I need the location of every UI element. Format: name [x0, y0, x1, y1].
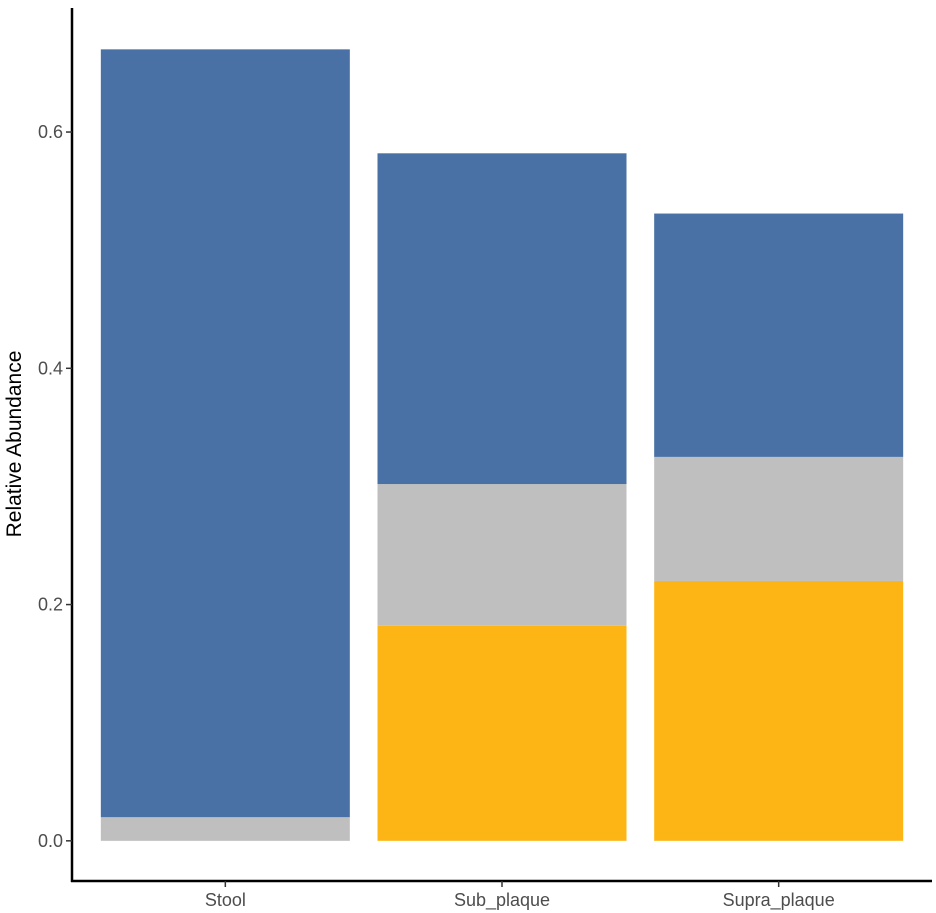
bar-sub-plaque-middle [377, 484, 627, 626]
ticks-layer: 0.0 0.2 0.4 0.6 Stool Sub_plaque Supra_plaque [38, 122, 835, 911]
bar-stool-middle [100, 817, 350, 841]
bar-supra-plaque-middle [654, 456, 904, 581]
bar-stool-top [100, 49, 350, 818]
bar-supra-plaque-bottom [654, 580, 904, 841]
bar-sub-plaque-top [377, 153, 627, 485]
bars-layer [100, 49, 904, 841]
y-axis-title: Relative Abundance [3, 351, 26, 538]
y-tick-label: 0.4 [38, 358, 63, 378]
y-tick-label: 0.6 [38, 122, 63, 142]
x-tick-label-sub-plaque: Sub_plaque [454, 890, 550, 911]
x-tick-label-supra-plaque: Supra_plaque [723, 890, 835, 911]
y-tick-label: 0.2 [38, 595, 63, 615]
bar-supra-plaque-top [654, 213, 904, 457]
y-tick-label: 0.0 [38, 831, 63, 851]
bar-sub-plaque-bottom [377, 625, 627, 841]
x-tick-label-stool: Stool [205, 890, 246, 910]
